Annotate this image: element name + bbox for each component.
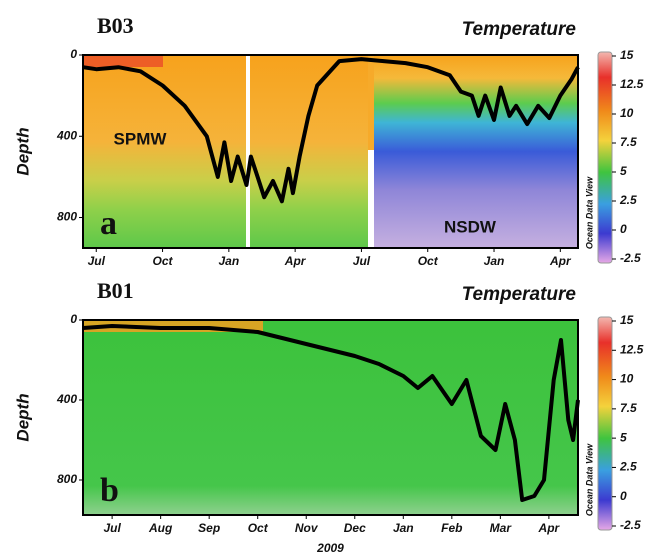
colorbar-tick-label: 2.5 [619, 193, 637, 207]
y-tick-label: 400 [56, 128, 77, 142]
colorbar [597, 316, 613, 531]
annotation: SPMW [114, 129, 168, 148]
x-tick-label: Apr [284, 254, 307, 268]
x-tick-label: Apr [538, 521, 561, 535]
colorbar-tick-label: 0 [620, 222, 627, 236]
mixed-layer-line [82, 324, 580, 502]
colorbar-tick-label: 12.5 [620, 77, 644, 91]
y-axis-label: Depth [13, 393, 32, 441]
x-tick-label: Jul [353, 254, 371, 268]
x-tick-label: Jan [219, 254, 240, 268]
colorbar-tick-label: 10 [620, 106, 634, 120]
colorbar-tick-label: 7.5 [620, 401, 637, 415]
colorbar-tick-label: 10 [620, 372, 634, 386]
y-tick-label: 0 [70, 47, 77, 61]
colorbar-label: Ocean Data View [584, 443, 594, 516]
plot-frame [82, 319, 579, 516]
panel-title: B03 [97, 13, 134, 38]
y-tick-label: 800 [57, 210, 77, 224]
annotation: NSDW [444, 217, 497, 236]
colorbar-tick-label: 0 [620, 489, 627, 503]
x-tick-label: Jul [88, 254, 106, 268]
panel-title: B01 [97, 278, 134, 303]
x-tick-label: Aug [148, 521, 173, 535]
colorbar-tick-label: -2.5 [620, 251, 641, 265]
y-axis-label: Depth [13, 127, 32, 175]
colorbar-tick-label: -2.5 [620, 518, 641, 532]
x-tick-label: Oct [418, 254, 439, 268]
panel-letter: b [100, 472, 119, 509]
x-tick-label: Jan [393, 521, 414, 535]
x-axis-label: 2009 [316, 541, 344, 555]
y-tick-label: 0 [70, 312, 77, 326]
temperature-field-b [83, 320, 578, 515]
colorbar-tick-label: 7.5 [620, 135, 637, 149]
x-tick-label: Oct [153, 254, 174, 268]
panel-subtitle: Temperature [462, 284, 577, 305]
y-tick-label: 800 [57, 472, 77, 486]
x-tick-label: Feb [441, 521, 462, 535]
colorbar-tick-label: 12.5 [620, 342, 644, 356]
plot-frame [82, 54, 579, 249]
colorbar-tick-label: 5 [620, 430, 627, 444]
x-tick-label: Sep [198, 521, 220, 535]
x-tick-label: Jul [103, 521, 121, 535]
colorbar-tick-label: 15 [620, 313, 634, 327]
x-tick-label: Apr [549, 254, 572, 268]
x-tick-label: Dec [344, 521, 366, 535]
x-tick-label: Nov [295, 521, 319, 535]
colorbar [597, 51, 613, 264]
panel-letter: a [100, 205, 117, 242]
panel-subtitle: Temperature [462, 19, 577, 40]
x-tick-label: Oct [248, 521, 269, 535]
colorbar-label: Ocean Data View [584, 176, 594, 249]
y-tick-label: 400 [56, 392, 77, 406]
x-tick-label: Jan [484, 254, 505, 268]
colorbar-tick-label: 15 [620, 48, 634, 62]
colorbar-tick-label: 5 [620, 164, 627, 178]
mixed-layer-line [82, 57, 580, 204]
colorbar-tick-label: 2.5 [619, 460, 637, 474]
x-tick-label: Mar [490, 521, 513, 535]
